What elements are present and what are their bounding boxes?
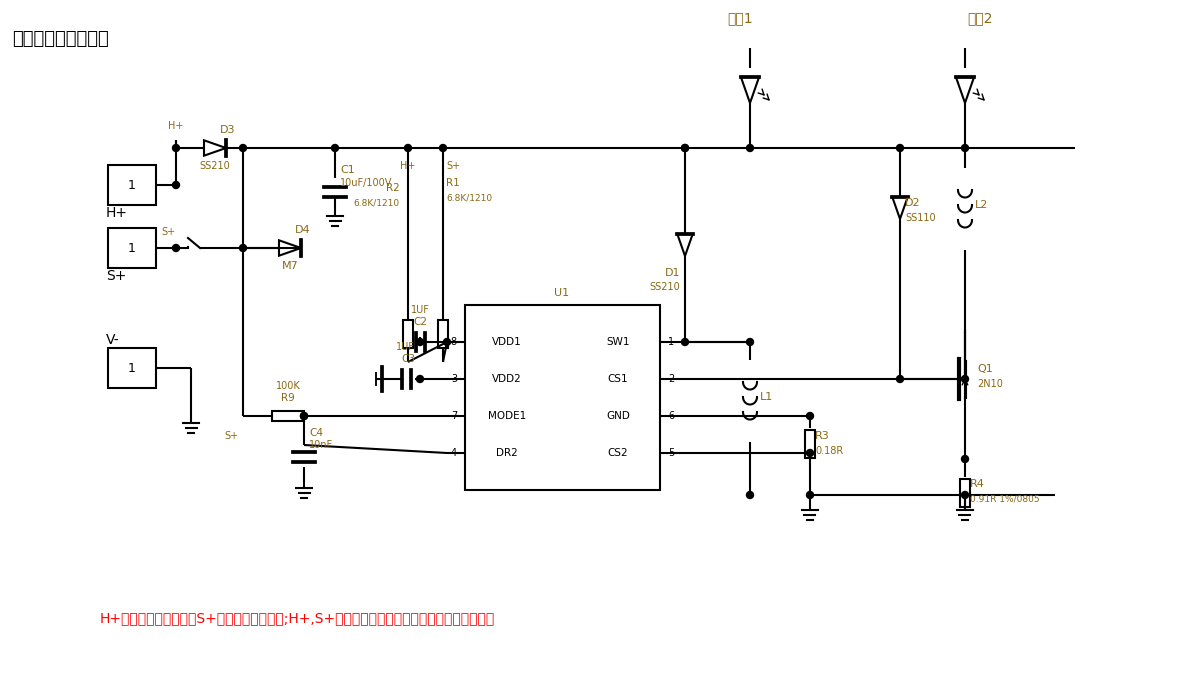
Circle shape	[173, 245, 180, 252]
Circle shape	[896, 145, 903, 152]
Text: SS110: SS110	[906, 213, 935, 223]
Text: R2: R2	[387, 183, 400, 193]
Text: 灯串2: 灯串2	[967, 11, 992, 25]
Text: 6.8K/1210: 6.8K/1210	[353, 199, 400, 208]
Circle shape	[239, 145, 246, 152]
Circle shape	[807, 413, 814, 420]
Text: 1: 1	[129, 179, 136, 192]
Circle shape	[896, 375, 903, 382]
Circle shape	[962, 375, 969, 382]
Bar	[108, 348, 156, 388]
Text: 0.18R: 0.18R	[815, 446, 844, 456]
Bar	[438, 320, 447, 348]
Text: D4: D4	[295, 225, 311, 235]
Circle shape	[807, 450, 814, 457]
Bar	[960, 479, 970, 507]
Text: 6: 6	[668, 411, 674, 421]
Text: SS210: SS210	[650, 282, 679, 292]
Text: Q1: Q1	[977, 364, 992, 374]
Text: 2N10: 2N10	[977, 379, 1003, 389]
Text: S+: S+	[106, 269, 126, 283]
Text: H+接电，灯串２直亮；S+接电，灯串１爆闪;H+,S+短接一起，灯串２直亮，同时灯串１爆闪。: H+接电，灯串２直亮；S+接电，灯串１爆闪;H+,S+短接一起，灯串２直亮，同时…	[100, 611, 495, 625]
Text: 10nF: 10nF	[309, 440, 333, 450]
Text: DR2: DR2	[496, 448, 518, 458]
Text: L2: L2	[975, 200, 989, 210]
Text: 6.8K/1210: 6.8K/1210	[446, 193, 493, 202]
Circle shape	[962, 455, 969, 462]
Text: C2: C2	[413, 317, 427, 327]
Circle shape	[416, 338, 424, 345]
Text: 4: 4	[451, 448, 457, 458]
Circle shape	[682, 338, 689, 345]
Circle shape	[173, 145, 180, 152]
Text: D2: D2	[906, 198, 921, 208]
Circle shape	[239, 245, 246, 252]
Circle shape	[301, 413, 307, 420]
Text: VDD2: VDD2	[493, 374, 522, 384]
Text: R4: R4	[970, 479, 985, 489]
Text: 1UF: 1UF	[411, 305, 430, 315]
Text: H+: H+	[168, 121, 183, 131]
Text: GND: GND	[606, 411, 630, 421]
Text: M7: M7	[282, 261, 299, 271]
Circle shape	[962, 145, 969, 152]
Text: U1: U1	[555, 288, 570, 298]
Text: 8: 8	[451, 337, 457, 347]
Circle shape	[807, 491, 814, 498]
Circle shape	[682, 145, 689, 152]
Text: CS2: CS2	[608, 448, 628, 458]
Circle shape	[405, 145, 412, 152]
Text: 灯串1: 灯串1	[727, 11, 753, 25]
Text: H+: H+	[400, 161, 415, 171]
Bar	[465, 305, 660, 490]
Text: CS1: CS1	[608, 374, 628, 384]
Text: VDD1: VDD1	[493, 337, 522, 347]
Bar	[804, 430, 815, 458]
Text: L1: L1	[760, 392, 774, 402]
Text: D3: D3	[220, 125, 236, 135]
Text: S+: S+	[446, 161, 461, 171]
Text: 一路恒流，一路爆闪: 一路恒流，一路爆闪	[12, 30, 108, 48]
Text: 1: 1	[129, 241, 136, 254]
Text: 10uF/100V: 10uF/100V	[340, 178, 393, 188]
Circle shape	[439, 145, 446, 152]
Text: 1: 1	[668, 337, 674, 347]
Text: 5: 5	[668, 448, 675, 458]
Circle shape	[746, 491, 753, 498]
Circle shape	[682, 145, 689, 152]
Text: 2: 2	[668, 374, 675, 384]
Circle shape	[416, 375, 424, 382]
Text: 1: 1	[129, 361, 136, 375]
Text: 3: 3	[451, 374, 457, 384]
Circle shape	[301, 413, 307, 420]
Text: D1: D1	[664, 268, 679, 278]
Bar	[273, 411, 303, 421]
Text: R9: R9	[281, 393, 295, 403]
Text: C1: C1	[340, 165, 355, 175]
Text: MODE1: MODE1	[488, 411, 526, 421]
Circle shape	[173, 181, 180, 188]
Text: R1: R1	[446, 178, 459, 188]
Text: 100K: 100K	[276, 381, 300, 391]
Circle shape	[746, 145, 753, 152]
Circle shape	[444, 338, 451, 345]
Text: C3: C3	[401, 354, 415, 364]
Text: SS210: SS210	[200, 161, 231, 171]
Text: 1UF: 1UF	[396, 342, 415, 352]
Text: SW1: SW1	[606, 337, 630, 347]
Text: 7: 7	[451, 411, 457, 421]
Text: S+: S+	[161, 227, 175, 237]
Bar	[108, 165, 156, 205]
Text: C4: C4	[309, 428, 322, 438]
Text: S+: S+	[224, 431, 238, 441]
Circle shape	[962, 491, 969, 498]
Circle shape	[332, 145, 338, 152]
Circle shape	[746, 338, 753, 345]
Text: 0.91R 1%/0805: 0.91R 1%/0805	[970, 495, 1040, 503]
Text: V-: V-	[106, 333, 120, 347]
Text: H+: H+	[106, 206, 129, 220]
Bar	[108, 228, 156, 268]
Text: R3: R3	[815, 431, 829, 441]
Bar	[403, 320, 413, 348]
